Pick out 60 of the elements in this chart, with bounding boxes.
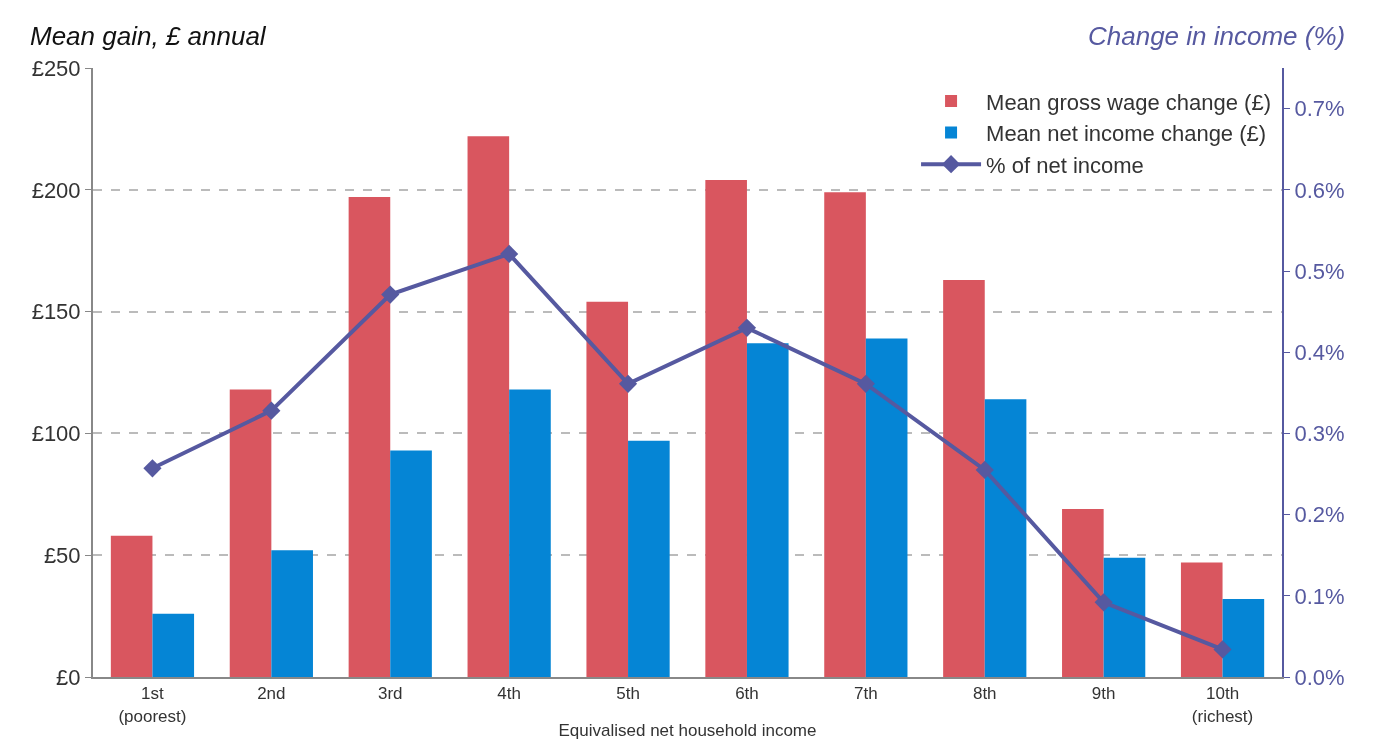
legend-label: Mean gross wage change (£) <box>986 89 1271 115</box>
y-tick-label: £150 <box>31 299 81 325</box>
y-tick-label: £250 <box>31 55 81 81</box>
bar <box>984 399 1027 677</box>
point <box>1094 593 1113 612</box>
bar <box>271 550 313 677</box>
x-tick-label: 8th <box>972 684 997 704</box>
bar <box>628 440 670 677</box>
y2-axis-title: Change in income (%) <box>1088 21 1346 51</box>
y-tick-label: £100 <box>31 421 81 447</box>
y2-tick-label: 0.1% <box>1294 583 1345 609</box>
point <box>737 318 757 337</box>
bar <box>705 180 747 677</box>
y-tick-label: £0 <box>56 664 81 690</box>
x-tick-label: 2nd <box>257 684 286 704</box>
x-tick-label: 6th <box>735 684 759 704</box>
point <box>1213 640 1232 659</box>
bar <box>348 197 391 677</box>
bar <box>1222 599 1265 677</box>
bar <box>943 279 985 677</box>
bar <box>586 301 629 677</box>
x-tick-label: 4th <box>497 684 521 704</box>
point <box>143 459 162 478</box>
x-tick-label: 1st (poorest) <box>118 684 187 726</box>
bar <box>467 136 510 677</box>
point <box>975 460 994 480</box>
bar <box>1103 557 1146 677</box>
y2-tick-label: 0.5% <box>1294 258 1345 284</box>
bar <box>390 450 432 677</box>
bar <box>1062 508 1104 677</box>
y-tick-label: £50 <box>43 542 81 568</box>
point <box>618 374 638 393</box>
y2-tick-label: 0.6% <box>1294 177 1345 203</box>
point <box>381 285 400 304</box>
y-axis-title: Mean gain, £ annual <box>30 21 267 51</box>
x-tick-label: 7th <box>854 684 878 704</box>
bar <box>865 338 908 677</box>
bar <box>152 613 195 677</box>
y2-tick-label: 0.4% <box>1294 339 1345 365</box>
bar <box>824 192 866 677</box>
legend-label: Mean net income change (£) <box>986 121 1267 147</box>
bar <box>229 389 272 677</box>
x-tick-label: 9th <box>1091 684 1116 704</box>
bar <box>110 535 153 677</box>
legend-label: % of net income <box>986 152 1144 178</box>
y-tick-label: £200 <box>31 177 81 203</box>
y2-tick-label: 0.2% <box>1294 502 1345 528</box>
x-tick-label: 5th <box>616 684 640 704</box>
y2-tick-label: 0.3% <box>1294 421 1345 447</box>
point <box>262 401 281 420</box>
y2-tick-label: 0.7% <box>1294 96 1345 122</box>
y2-tick-label: 0.0% <box>1294 664 1345 690</box>
point <box>500 244 519 264</box>
x-tick-label: 3rd <box>377 684 403 704</box>
point <box>856 374 875 393</box>
bar <box>509 389 551 677</box>
x-tick-label: 10th (richest) <box>1191 684 1254 726</box>
bar <box>746 343 789 677</box>
x-axis-title: Equivalised net household income <box>558 721 817 741</box>
bar <box>1180 562 1223 677</box>
